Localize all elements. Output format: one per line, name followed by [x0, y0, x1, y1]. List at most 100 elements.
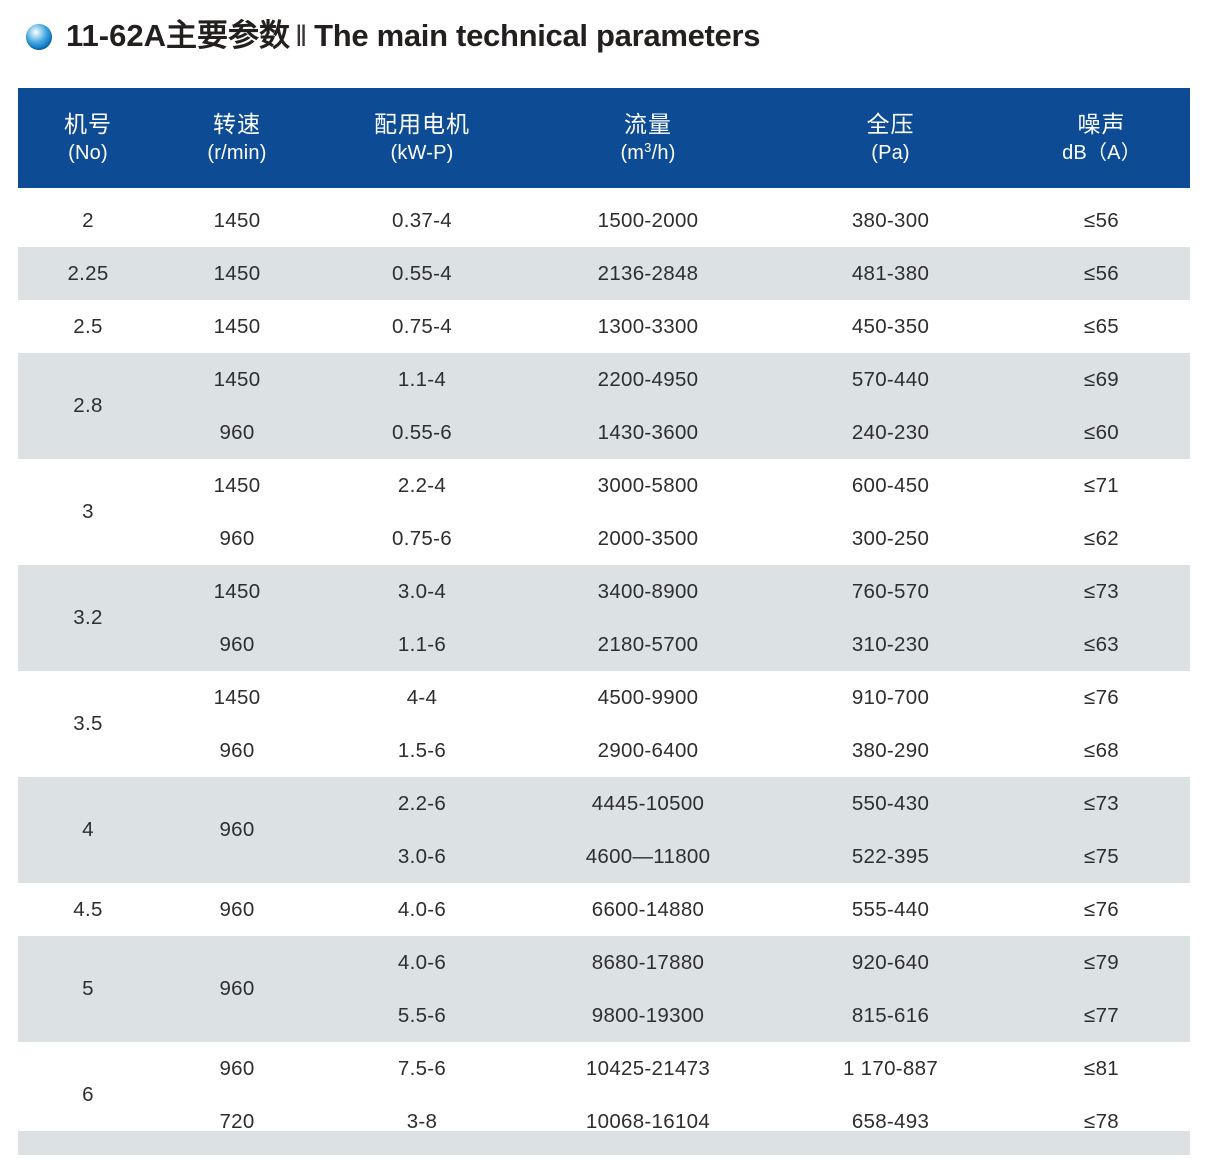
page-title: 11-62A主要参数 ‖ The main technical parameters	[66, 18, 761, 53]
cell-machine-no: 2.8	[18, 353, 158, 459]
header-spacer	[18, 188, 1190, 194]
cell-speed: 960	[158, 406, 316, 459]
table-row: 5.5-6 9800-19300 815-616 ≤77	[18, 989, 1190, 1042]
cell-pressure: 481-380	[768, 247, 1013, 300]
cell-speed: 1450	[158, 194, 316, 247]
column-header-unit: (kW-P)	[390, 142, 454, 165]
cell-airflow: 1500-2000	[528, 194, 768, 247]
cell-motor: 0.55-6	[316, 406, 528, 459]
cell-motor: 1.1-4	[316, 353, 528, 406]
cell-airflow: 3400-8900	[528, 565, 768, 618]
cell-pressure: 760-570	[768, 565, 1013, 618]
cell-motor: 3.0-6	[316, 830, 528, 883]
table-row: 5 960 4.0-6 8680-17880 920-640 ≤79	[18, 936, 1190, 1042]
cell-airflow: 8680-17880	[528, 936, 768, 989]
cell-pressure: 522-395	[768, 830, 1013, 883]
column-header-unit: (m3/h)	[528, 140, 768, 165]
cell-pressure: 1 170-887	[768, 1042, 1013, 1095]
cell-airflow: 4500-9900	[528, 671, 768, 724]
cell-noise: ≤60	[1013, 406, 1190, 459]
cell-noise: ≤69	[1013, 353, 1190, 406]
cell-speed: 1450	[158, 671, 316, 724]
cell-airflow: 2180-5700	[528, 618, 768, 671]
page-title-english: The main technical parameters	[314, 18, 761, 53]
cell-speed: 1450	[158, 247, 316, 300]
cell-pressure: 450-350	[768, 300, 1013, 353]
cell-noise: ≤77	[1013, 989, 1190, 1042]
cell-speed: 1450	[158, 459, 316, 512]
cell-airflow: 4445-10500	[528, 777, 768, 830]
cell-motor: 0.75-6	[316, 512, 528, 565]
column-header-unit: dB（A）	[1062, 142, 1141, 165]
column-header-label: 机号	[64, 110, 112, 137]
cell-motor: 7.5-6	[316, 1042, 528, 1095]
cell-noise: ≤62	[1013, 512, 1190, 565]
column-header-motor: 配用电机 (kW-P)	[316, 88, 528, 188]
column-header-label: 配用电机	[374, 110, 470, 137]
technical-parameters-table: 机号 (No) 转速 (r/min) 配用电机 (kW-P) 流量 (m3/h)…	[18, 88, 1190, 1148]
column-header-label: 全压	[866, 110, 915, 137]
cell-pressure: 380-290	[768, 724, 1013, 777]
table-row: 960 1.1-6 2180-5700 310-230 ≤63	[18, 618, 1190, 671]
blue-sphere-bullet-icon	[26, 24, 52, 50]
cell-pressure: 815-616	[768, 989, 1013, 1042]
cell-noise: ≤76	[1013, 883, 1190, 936]
table-header-row: 机号 (No) 转速 (r/min) 配用电机 (kW-P) 流量 (m3/h)…	[18, 88, 1190, 188]
column-header-label: 流量	[624, 110, 672, 137]
cell-noise: ≤73	[1013, 565, 1190, 618]
column-header-noise: 噪声 dB（A）	[1013, 88, 1190, 188]
cell-noise: ≤81	[1013, 1042, 1190, 1095]
cell-speed: 1450	[158, 353, 316, 406]
table-row: 4 960 2.2-6 4445-10500 550-430 ≤73	[18, 777, 1190, 883]
table-row: 960 0.75-6 2000-3500 300-250 ≤62	[18, 512, 1190, 565]
column-header-unit: (Pa)	[871, 142, 910, 165]
cell-pressure: 240-230	[768, 406, 1013, 459]
cell-machine-no: 4	[18, 777, 158, 883]
cell-motor: 0.75-4	[316, 300, 528, 353]
table-row: 3 1450 2.2-4 3000-5800 600-450 ≤71	[18, 459, 1190, 565]
table-row: 6 960 7.5-6 10425-21473 1 170-887 ≤81	[18, 1042, 1190, 1148]
cell-machine-no: 3.5	[18, 671, 158, 777]
column-header-speed: 转速 (r/min)	[158, 88, 316, 188]
cell-motor: 3.0-4	[316, 565, 528, 618]
cell-pressure: 550-430	[768, 777, 1013, 830]
cell-noise: ≤79	[1013, 936, 1190, 989]
table-row: 2.5 1450 0.75-4 1300-3300 450-350 ≤65	[18, 300, 1190, 353]
cell-pressure: 310-230	[768, 618, 1013, 671]
cell-motor: 4-4	[316, 671, 528, 724]
cell-motor: 0.55-4	[316, 247, 528, 300]
table-row: 2.25 1450 0.55-4 2136-2848 481-380 ≤56	[18, 247, 1190, 300]
cell-motor: 2.2-4	[316, 459, 528, 512]
cell-airflow: 9800-19300	[528, 989, 768, 1042]
cell-motor: 0.37-4	[316, 194, 528, 247]
cell-airflow: 10425-21473	[528, 1042, 768, 1095]
table-row: 3.0-6 4600—11800 522-395 ≤75	[18, 830, 1190, 883]
table-row: 960 0.55-6 1430-3600 240-230 ≤60	[18, 406, 1190, 459]
header-spacer-cell	[18, 188, 1190, 194]
table-row: 4.5 960 4.0-6 6600-14880 555-440 ≤76	[18, 883, 1190, 936]
column-header-pressure: 全压 (Pa)	[768, 88, 1013, 188]
title-separator-icon: ‖	[294, 20, 308, 53]
cell-noise: ≤76	[1013, 671, 1190, 724]
table-row: 3.5 1450 4-4 4500-9900 910-700 ≤76	[18, 671, 1190, 777]
cell-speed: 1450	[158, 300, 316, 353]
cell-airflow: 2200-4950	[528, 353, 768, 406]
column-header-label: 转速	[213, 110, 261, 137]
cell-machine-no: 3.2	[18, 565, 158, 671]
cell-airflow: 2136-2848	[528, 247, 768, 300]
cell-speed: 960	[158, 777, 316, 883]
cell-machine-no: 4.5	[18, 883, 158, 936]
cell-noise: ≤63	[1013, 618, 1190, 671]
cell-speed: 960	[158, 512, 316, 565]
table-row: 2.8 1450 1.1-4 2200-4950 570-440 ≤69	[18, 353, 1190, 459]
cell-motor: 2.2-6	[316, 777, 528, 830]
column-header-airflow: 流量 (m3/h)	[528, 88, 768, 188]
cell-noise: ≤65	[1013, 300, 1190, 353]
column-header-machine-no: 机号 (No)	[18, 88, 158, 188]
unit-exponent: 3	[644, 140, 652, 156]
cell-motor: 1.5-6	[316, 724, 528, 777]
cell-airflow: 2900-6400	[528, 724, 768, 777]
cell-speed: 960	[158, 618, 316, 671]
column-header-unit: (r/min)	[207, 142, 267, 165]
page-header: 11-62A主要参数 ‖ The main technical parameters	[0, 0, 1218, 72]
